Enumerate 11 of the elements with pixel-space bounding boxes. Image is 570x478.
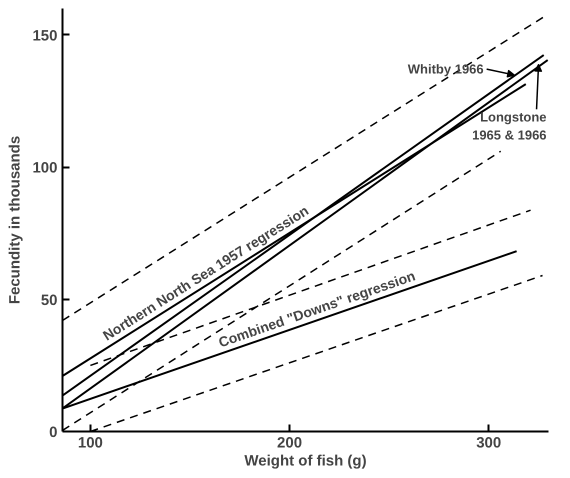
x-tick-label: 200 <box>277 434 302 452</box>
x-axis-title: Weight of fish (g) <box>244 452 367 470</box>
annotation: Longstone 1965 & 1966 <box>472 109 547 142</box>
y-tick-label: 150 <box>32 27 58 44</box>
y-axis-title: Fecundity in thousands <box>6 136 24 304</box>
y-tick-label: 0 <box>49 424 58 441</box>
annotation: Whitby 1966 <box>408 62 484 77</box>
y-tick-label: 100 <box>32 160 58 177</box>
x-tick-label: 300 <box>476 434 502 452</box>
y-tick-label: 50 <box>40 292 58 309</box>
x-tick-label: 100 <box>78 434 103 452</box>
